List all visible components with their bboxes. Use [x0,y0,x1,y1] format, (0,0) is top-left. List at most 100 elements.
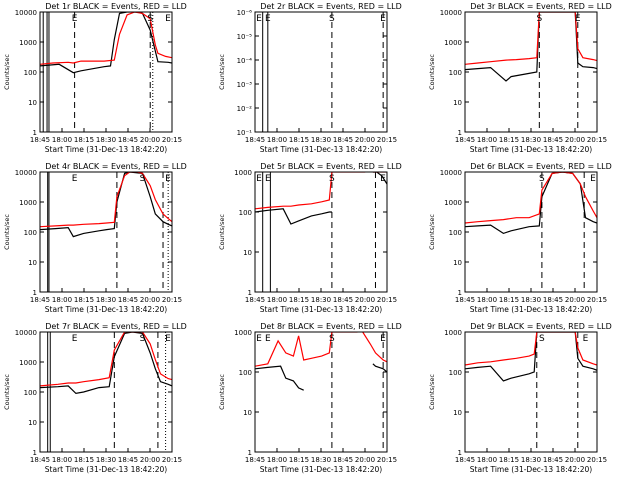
panel-det-9: Det 9r BLACK = Events, RED = LLD S E 1 10 100… [428,322,612,474]
x-tick-label: 18:30 [521,456,541,464]
y-tick-label: 1000 [234,169,252,177]
event-marker-label: E [265,14,271,24]
event-marker-label: S [329,334,335,344]
x-tick-label: 18:45 [30,136,50,144]
panel-det-3: Det 3r BLACK = Events, RED = LLD S E 1 10 100… [428,2,612,154]
y-tick-label: 100 [449,369,462,377]
y-tick-label: 1000 [19,359,37,367]
event-marker-label: E [72,174,78,184]
lld-series-line [465,172,597,224]
panel-title: Det 4r BLACK = Events, RED = LLD [45,162,187,171]
lld-series-line [40,172,172,228]
events-series-line [465,12,597,82]
y-tick-label: 100 [239,369,252,377]
y-tick-label: 10 [243,409,252,417]
y-tick-label: 10000 [15,329,37,337]
event-marker-label: E [380,174,386,184]
events-series-line [255,365,304,391]
lld-series-line [40,332,172,387]
plot-frame [254,171,388,293]
y-tick-label: 1000 [19,39,37,47]
x-tick-label: 18:15 [499,296,519,304]
x-tick-label: 18:15 [289,136,309,144]
event-marker-label: S [539,174,545,184]
x-tick-label: 18:15 [499,136,519,144]
y-axis-title: Counts/sec [218,54,226,90]
y-tick-label: 10000 [440,9,462,17]
x-tick-label: 20:00 [355,456,375,464]
x-tick-label: 18:45 [455,296,475,304]
x-tick-label: 20:00 [140,456,160,464]
x-tick-label: 18:00 [267,296,287,304]
x-tick-label: 18:45 [30,456,50,464]
x-tick-label: 18:00 [52,296,72,304]
x-tick-label: 20:00 [355,136,375,144]
panel-title: Det 5r BLACK = Events, RED = LLD [260,162,402,171]
panel-title: Det 7r BLACK = Events, RED = LLD [45,322,187,331]
plot-frame [254,331,388,453]
y-tick-label: 100 [24,229,37,237]
y-tick-label: 10 [28,419,37,427]
event-marker-label: E [590,174,596,184]
y-tick-label: 1000 [444,329,462,337]
y-tick-label: 10⁻⁶ [237,9,253,17]
panel-title: Det 1r BLACK = Events, RED = LLD [45,2,187,11]
x-axis-title: Start Time (31-Dec-13 18:42:20) [45,305,167,314]
y-axis-title: Counts/sec [218,374,226,410]
x-tick-label: 18:15 [74,136,94,144]
x-tick-label: 18:45 [118,136,138,144]
event-marker-label: E [583,334,589,344]
y-tick-label: 10000 [440,169,462,177]
x-tick-label: 18:00 [477,296,497,304]
event-marker-label: E [72,334,78,344]
panel-det-6: Det 6r BLACK = Events, RED = LLD S E 1 10 100… [428,162,612,314]
event-marker-label: S [329,14,335,24]
x-tick-label: 20:00 [140,296,160,304]
x-tick-label: 18:15 [74,456,94,464]
x-tick-label: 18:45 [333,136,353,144]
y-tick-label: 1000 [444,39,462,47]
lld-series-line [465,12,597,65]
y-axis-title: Counts/sec [428,214,436,250]
lld-series-line [362,332,387,363]
events-series-line [255,208,332,225]
y-tick-label: 100 [449,229,462,237]
events-series-line [40,172,172,238]
y-tick-label: 100 [449,69,462,77]
lld-series-line [465,332,597,366]
event-marker-label: S [140,174,146,184]
event-marker-label: E [256,14,262,24]
panel-title: Det 9r BLACK = Events, RED = LLD [470,322,612,331]
panel-title: Det 3r BLACK = Events, RED = LLD [470,2,612,11]
y-axis-title: Counts/sec [3,374,11,410]
x-tick-label: 18:15 [499,456,519,464]
y-axis-title: Counts/sec [3,214,11,250]
x-tick-label: 18:00 [477,136,497,144]
x-axis-title: Start Time (31-Dec-13 18:42:20) [260,465,382,474]
y-tick-label: 10 [453,259,462,267]
x-tick-label: 18:45 [543,456,563,464]
panel-title: Det 2r BLACK = Events, RED = LLD [260,2,402,11]
x-tick-label: 18:30 [521,296,541,304]
y-tick-label: 100 [24,69,37,77]
y-tick-label: 100 [239,209,252,217]
x-tick-label: 18:30 [96,296,116,304]
x-tick-label: 18:30 [311,296,331,304]
event-marker-label: E [575,14,581,24]
y-tick-label: 1 [248,449,252,457]
y-tick-label: 10⁻¹ [237,129,253,137]
x-tick-label: 20:15 [587,296,607,304]
y-tick-label: 1 [248,289,252,297]
y-tick-label: 1000 [444,199,462,207]
y-tick-label: 10000 [15,9,37,17]
events-series-line [40,12,172,74]
x-axis-title: Start Time (31-Dec-13 18:42:20) [45,465,167,474]
x-tick-label: 18:45 [543,136,563,144]
panel-title: Det 6r BLACK = Events, RED = LLD [470,162,612,171]
x-tick-label: 18:30 [311,136,331,144]
x-axis-title: Start Time (31-Dec-13 18:42:20) [45,145,167,154]
event-marker-label: S [147,14,153,24]
x-tick-label: 20:15 [587,136,607,144]
